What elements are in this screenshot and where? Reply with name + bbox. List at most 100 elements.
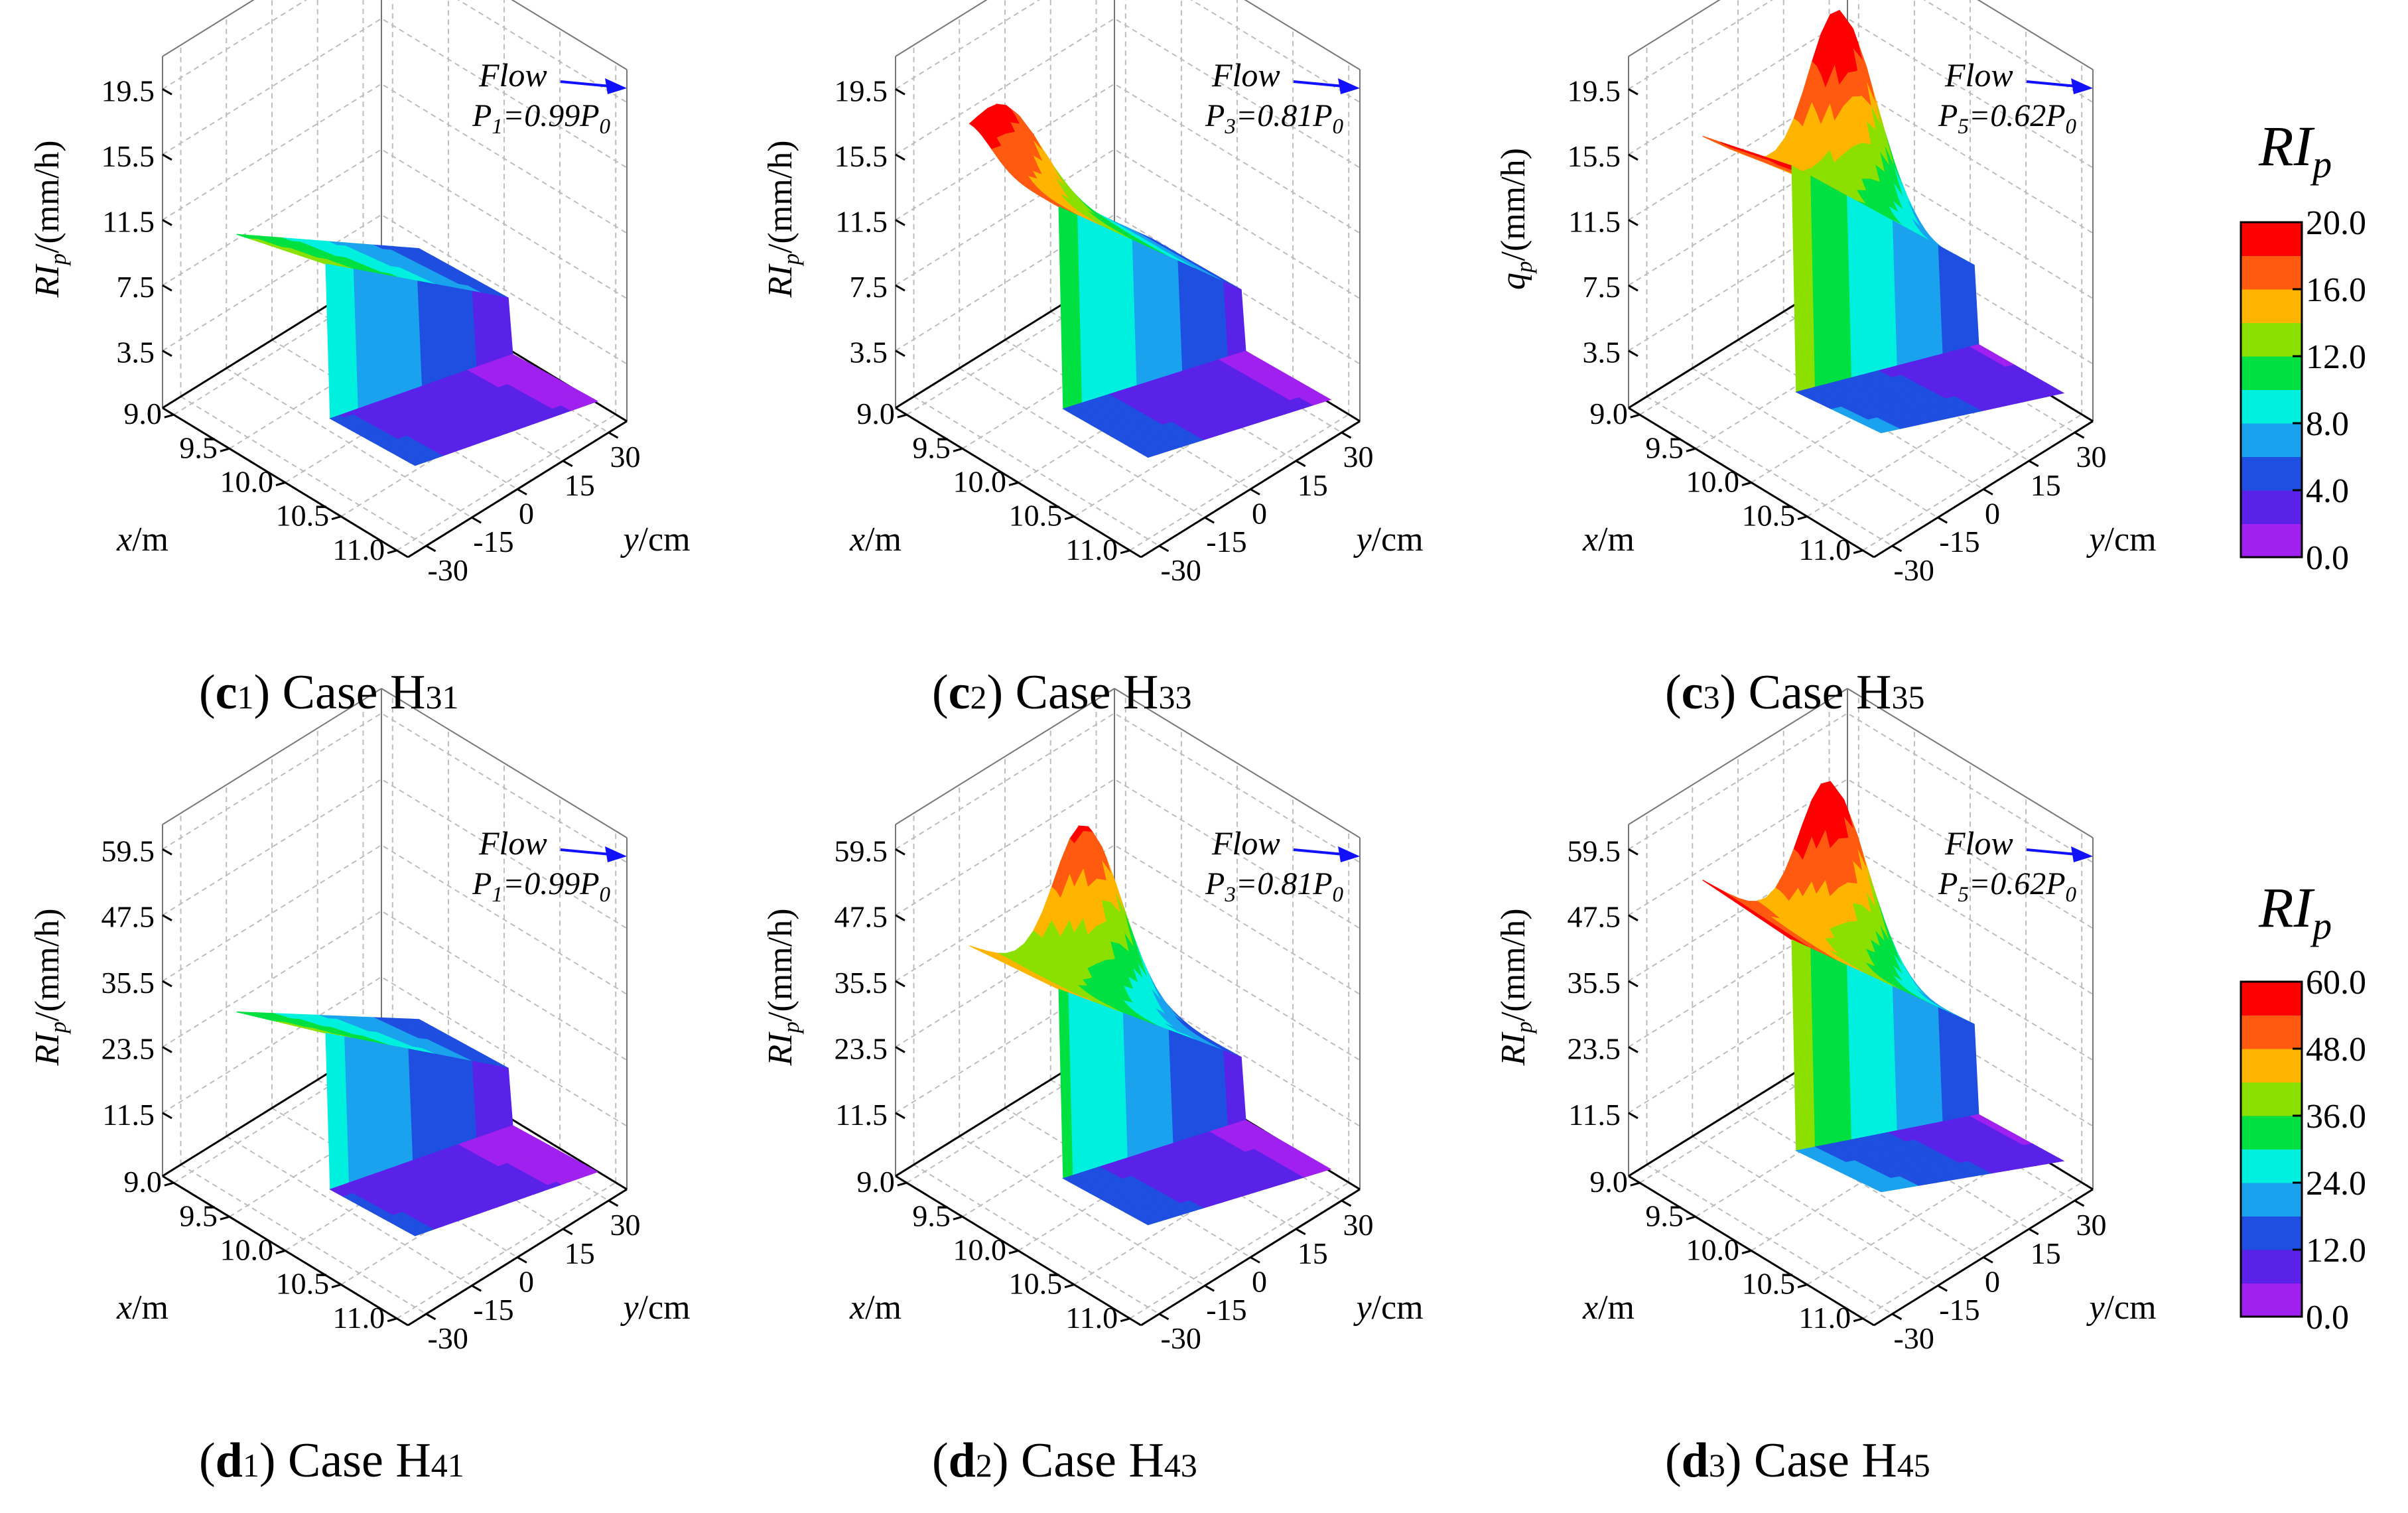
z-tick-label: 59.5 [835, 834, 888, 868]
z-tick-label: 59.5 [101, 834, 155, 868]
y-tick-mark [1250, 490, 1260, 495]
flow-arrow-head [2071, 78, 2093, 94]
x-axis-label: x/m [849, 521, 902, 559]
y-tick-label: 15 [1298, 1236, 1328, 1270]
wall-gridline-z [163, 0, 627, 102]
flow-label: Flow [1944, 56, 2013, 94]
x-axis-label: x/m [116, 521, 168, 559]
z-tick-label: 11.5 [102, 205, 155, 239]
panel-d3: 59.547.535.523.511.5RIp/(mm/h)9.09.510.0… [1495, 689, 2157, 1355]
y-tick-mark [1983, 490, 1993, 495]
y-tick-mark [427, 546, 436, 551]
z-tick-mark [896, 220, 905, 226]
flow-annotation: Flow P3=0.81P0 [1205, 824, 1360, 907]
z-tick-mark [896, 285, 905, 291]
y-tick-mark [1160, 546, 1169, 551]
z-tick-mark [896, 1113, 905, 1118]
z-tick-mark [1629, 351, 1638, 356]
y-axis-label: y/cm [1353, 521, 1423, 559]
y-tick-mark [517, 490, 527, 495]
z-tick-label: 7.5 [850, 270, 888, 304]
surface [237, 234, 598, 466]
x-tick-label: 9.0 [123, 397, 162, 430]
wall-gridline-z [896, 0, 1360, 102]
panel-c2: 19.515.511.57.53.5RIp/(mm/h)9.09.510.010… [762, 0, 1424, 587]
x-tick-mark [387, 1319, 397, 1321]
pressure-ratio: P3=0.81P0 [1205, 866, 1344, 907]
x-tick-label: 10.0 [220, 465, 274, 499]
y-tick-mark [609, 1201, 618, 1206]
x-tick-mark [1009, 1251, 1018, 1254]
flow-label: Flow [1211, 824, 1280, 862]
y-tick-label: 30 [1343, 1208, 1374, 1242]
y-tick-mark [1296, 461, 1305, 466]
z-ticks: 19.515.511.57.53.5 [1568, 74, 1639, 369]
y-tick-mark [609, 432, 618, 438]
y-tick-label: 15 [565, 1236, 595, 1270]
z-tick-mark [163, 155, 172, 160]
y-tick-label: 30 [1343, 440, 1374, 474]
y-axis-label: y/cm [620, 521, 690, 559]
x-axis-label: x/m [849, 1289, 902, 1327]
pressure-ratio: P1=0.99P0 [472, 98, 611, 139]
y-tick-label: 15 [565, 468, 595, 502]
z-tick-label: 3.5 [117, 336, 155, 369]
y-axis-label: y/cm [1353, 1289, 1423, 1327]
x-tick-label: 10.5 [1009, 499, 1063, 533]
y-tick-label: 15 [1298, 468, 1328, 502]
y-tick-mark [1205, 1285, 1214, 1291]
z-tick-label: 19.5 [1568, 74, 1621, 107]
x-tick-mark [1853, 551, 1863, 553]
z-tick-mark [1629, 155, 1638, 160]
z-tick-mark [896, 849, 905, 854]
y-tick-label: 0 [519, 1265, 534, 1299]
z-axis-label-text: RIp/(mm/h) [29, 140, 71, 298]
y-tick-label: 0 [519, 497, 534, 531]
wall-gridline-z [896, 19, 1360, 168]
x-axis-label: x/m [116, 1289, 168, 1327]
z-tick-label: 11.5 [1568, 205, 1621, 239]
y-tick-mark [1205, 517, 1214, 523]
y-tick-label: 0 [1985, 497, 2000, 531]
x-tick-mark [220, 1217, 230, 1219]
z-tick-label: 47.5 [101, 900, 155, 934]
y-tick-mark [1296, 1229, 1305, 1234]
x-tick-label: 10.5 [276, 1267, 330, 1301]
y-tick-label: 15 [2031, 468, 2061, 502]
z-tick-mark [163, 89, 172, 94]
x-tick-label: 9.0 [856, 397, 895, 430]
y-tick-label: -30 [428, 1321, 468, 1355]
y-tick-label: -15 [473, 1293, 513, 1327]
x-tick-label: 10.0 [220, 1233, 274, 1267]
z-tick-label: 15.5 [835, 139, 888, 173]
z-ticks: 19.515.511.57.53.5 [835, 74, 905, 369]
x-tick-label: 9.0 [856, 1165, 895, 1199]
z-tick-label: 7.5 [1583, 270, 1621, 304]
x-tick-label: 11.0 [332, 1301, 385, 1335]
z-axis-label: RIp/(mm/h) [29, 908, 71, 1066]
x-tick-mark [276, 1251, 285, 1254]
x-tick-mark [1120, 551, 1130, 553]
z-tick-mark [163, 915, 172, 921]
y-tick-label: -30 [1894, 553, 1934, 587]
pressure-ratio: P3=0.81P0 [1205, 98, 1344, 139]
x-tick-label: 9.5 [179, 1199, 218, 1232]
x-tick-mark [898, 415, 907, 417]
z-tick-mark [896, 1047, 905, 1052]
x-tick-label: 10.5 [1009, 1267, 1063, 1301]
y-tick-label: -30 [1161, 1321, 1201, 1355]
pressure-ratio: P5=0.62P0 [1938, 98, 2077, 139]
flow-label: Flow [1211, 56, 1280, 94]
y-tick-mark [1160, 1314, 1169, 1319]
surface [237, 1012, 598, 1236]
flow-arrow-shaft [561, 850, 610, 854]
x-tick-mark [1798, 517, 1807, 519]
z-tick-label: 19.5 [101, 74, 155, 107]
y-tick-label: 0 [1252, 497, 1267, 531]
y-tick-mark [472, 517, 481, 523]
flow-arrow-shaft [1294, 850, 1343, 854]
flow-label: Flow [478, 56, 547, 94]
x-tick-label: 11.0 [1065, 1301, 1118, 1335]
z-tick-mark [896, 89, 905, 94]
